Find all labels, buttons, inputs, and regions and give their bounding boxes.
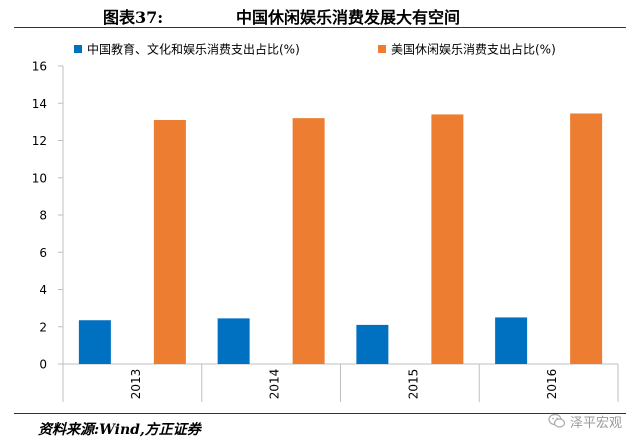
legend-swatch bbox=[378, 45, 386, 53]
y-tick-label: 4 bbox=[39, 283, 47, 297]
footer-divider bbox=[14, 413, 626, 414]
y-tick-label: 16 bbox=[32, 60, 47, 74]
legend-label: 中国教育、文化和娱乐消费支出占比(%) bbox=[87, 42, 300, 57]
y-tick-label: 6 bbox=[39, 246, 47, 260]
bar bbox=[153, 120, 186, 364]
y-tick-label: 8 bbox=[39, 209, 47, 223]
legend-label: 美国休闲娱乐消费支出占比(%) bbox=[391, 42, 556, 57]
bar bbox=[431, 114, 464, 364]
y-tick-label: 12 bbox=[32, 134, 47, 148]
bar bbox=[570, 113, 603, 365]
x-tick-label: 2014 bbox=[268, 369, 282, 400]
watermark-text: 泽平宏观 bbox=[570, 415, 623, 431]
bar bbox=[78, 320, 111, 364]
y-tick-label: 2 bbox=[39, 320, 47, 334]
header-divider bbox=[14, 27, 626, 28]
y-tick-label: 0 bbox=[39, 358, 47, 372]
bar bbox=[495, 317, 528, 364]
bar-chart: 中国教育、文化和娱乐消费支出占比(%) 美国休闲娱乐消费支出占比(%) 0 2 4 6 8 1… bbox=[32, 42, 619, 402]
figure-label: 图表37: bbox=[103, 8, 164, 27]
x-tick-label: 2015 bbox=[406, 369, 420, 400]
wechat-icon bbox=[548, 413, 566, 428]
watermark: 泽平宏观 bbox=[548, 410, 622, 432]
bar bbox=[217, 318, 250, 364]
x-tick-label: 2013 bbox=[129, 369, 143, 400]
legend-swatch bbox=[74, 45, 82, 53]
bar bbox=[356, 324, 389, 364]
chart-header: 图表37: 中国休闲娱乐消费发展大有空间 bbox=[0, 0, 640, 28]
y-tick-label: 10 bbox=[32, 171, 47, 185]
y-tick-label: 14 bbox=[32, 97, 47, 111]
source-note: 资料来源:Wind,方正证券 bbox=[38, 422, 201, 438]
chart-title: 中国休闲娱乐消费发展大有空间 bbox=[236, 8, 461, 27]
x-tick-label: 2016 bbox=[545, 369, 559, 400]
bar bbox=[292, 118, 325, 365]
